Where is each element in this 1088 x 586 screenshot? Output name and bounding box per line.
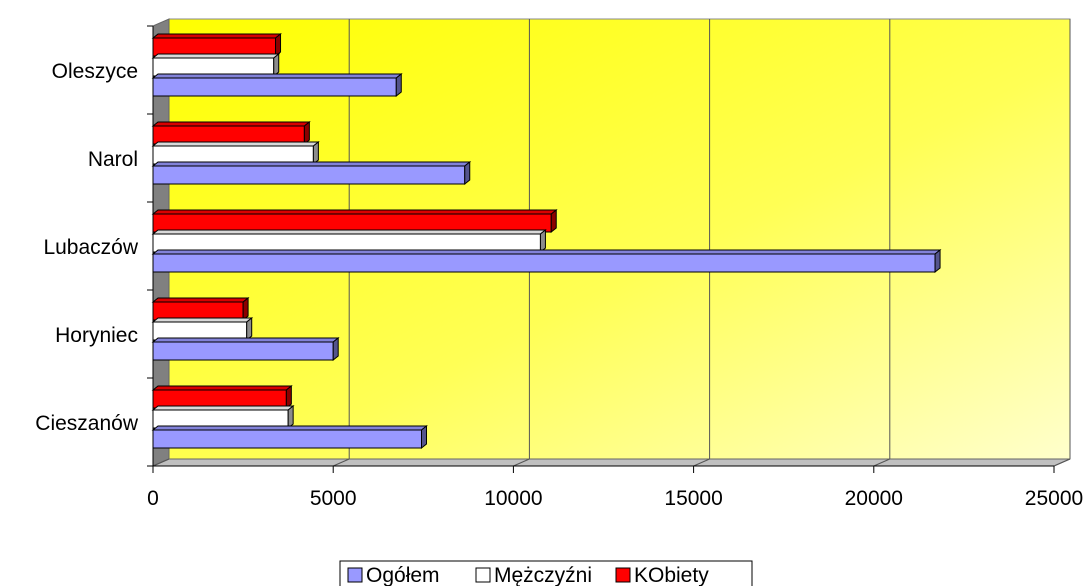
legend-label: Ogółem [366, 564, 440, 586]
bar [151, 120, 311, 146]
bar-top-face [151, 33, 282, 39]
legend-label: KObiety [634, 564, 709, 586]
bar-side-face [285, 384, 292, 410]
bar-front-face [152, 321, 248, 341]
bar [151, 228, 547, 254]
bar-front-face [152, 253, 936, 273]
floor-gridline [152, 458, 170, 467]
bar-side-face [273, 52, 280, 78]
floor-gridline [513, 458, 530, 467]
bar-side-face [242, 296, 249, 322]
bar [151, 72, 403, 98]
bar-top-face [151, 229, 547, 235]
bar-top-face [151, 121, 311, 127]
bar-top-face [151, 141, 320, 147]
bar-side-face [287, 404, 294, 430]
bar-side-face [312, 140, 319, 166]
bar-top-face [151, 161, 472, 167]
bar [151, 424, 428, 450]
y-tick-label: Lubaczów [43, 236, 138, 259]
bar-top-face [151, 405, 295, 411]
bar [151, 296, 250, 322]
bar-top-face [151, 73, 403, 79]
bar-front-face [152, 233, 541, 253]
y-tick-label: Narol [88, 148, 138, 171]
bar-front-face [152, 409, 289, 429]
x-tick-label: 20000 [845, 487, 903, 510]
bar-top-face [151, 317, 254, 323]
bar [151, 248, 942, 274]
legend-swatch [615, 567, 631, 583]
bar-top-face [151, 425, 428, 431]
bar-top-face [151, 209, 558, 215]
y-tick-label: Horyniec [55, 324, 138, 347]
bar [151, 140, 320, 166]
x-tick-label: 5000 [310, 487, 357, 510]
bar-front-face [152, 145, 314, 165]
bar-side-face [303, 120, 310, 146]
x-tick-label: 0 [147, 487, 159, 510]
bar-side-face [395, 72, 402, 98]
bar-side-face [332, 336, 339, 362]
bar-front-face [152, 389, 287, 409]
bar [151, 160, 472, 186]
floor-gridline [873, 458, 891, 467]
floor-gridline [1053, 458, 1071, 467]
bar-top-face [151, 53, 281, 59]
bar [151, 384, 293, 410]
x-tick-label: 10000 [484, 487, 542, 510]
bar-side-face [464, 160, 471, 186]
legend-label: Mężczyźni [494, 564, 592, 586]
y-tick-label: Cieszanów [35, 412, 139, 435]
bar-side-face [934, 248, 941, 274]
bar [151, 404, 295, 430]
bar-front-face [152, 301, 244, 321]
bar-front-face [152, 213, 552, 233]
bar [151, 32, 282, 58]
legend-box [339, 560, 753, 586]
bar-top-face [151, 337, 340, 343]
bar-top-face [151, 297, 250, 303]
bar-side-face [550, 208, 557, 234]
bar-side-face [246, 316, 253, 342]
bar-side-face [275, 32, 282, 58]
bar-front-face [152, 37, 277, 57]
bar-front-face [152, 165, 466, 185]
bar [151, 208, 558, 234]
bar [151, 336, 340, 362]
bar-front-face [152, 125, 305, 145]
bar-front-face [152, 57, 275, 77]
bar-front-face [152, 77, 397, 97]
bar [151, 52, 281, 78]
legend-swatch [347, 567, 363, 583]
x-tick-label: 25000 [1025, 487, 1083, 510]
y-tick-label: Oleszyce [52, 60, 138, 83]
bar-front-face [152, 429, 422, 449]
floor-gridline [332, 458, 350, 467]
bar-side-face [420, 424, 427, 450]
bar-top-face [151, 385, 293, 391]
bar-side-face [539, 228, 546, 254]
legend-swatch [475, 567, 491, 583]
bar-front-face [152, 341, 334, 361]
plot-floor [152, 458, 1071, 467]
x-tick-label: 15000 [664, 487, 722, 510]
bar-top-face [151, 249, 942, 255]
bar [151, 316, 254, 342]
floor-gridline [693, 458, 710, 467]
